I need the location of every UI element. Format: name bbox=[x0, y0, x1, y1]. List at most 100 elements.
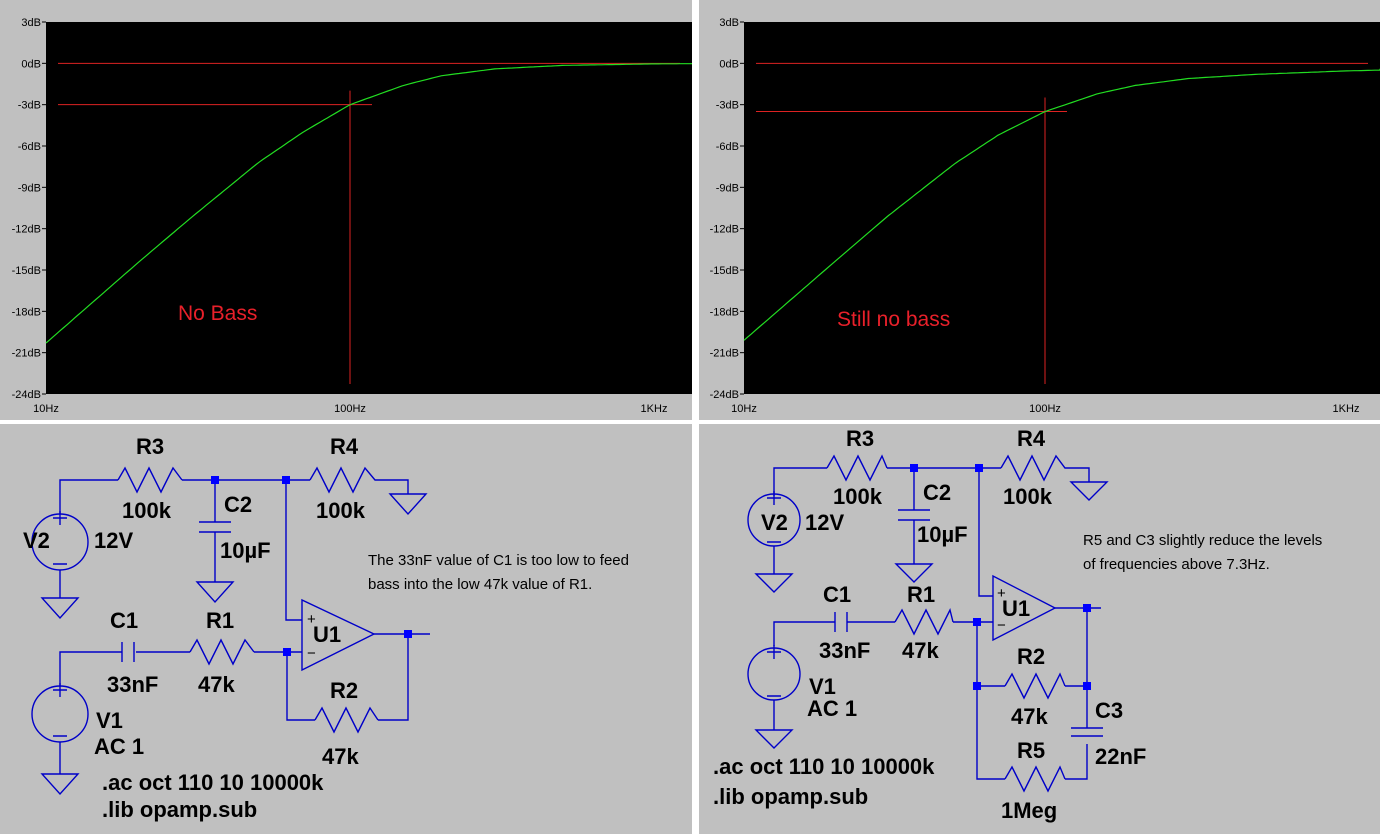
resistor-r1-symbol bbox=[189, 638, 255, 666]
ground-v1 bbox=[754, 729, 794, 749]
note-line-2: bass into the low 47k value of R1. bbox=[368, 576, 592, 593]
opamp-minus-sign: − bbox=[997, 617, 1006, 634]
r2-label: R2 bbox=[1017, 644, 1045, 669]
note-line-1: R5 and C3 slightly reduce the levels bbox=[1083, 532, 1322, 549]
ground-r4 bbox=[1069, 481, 1109, 501]
c1-label: C1 bbox=[110, 608, 138, 633]
r1-value: 47k bbox=[902, 638, 939, 663]
x-tick-label: 1KHz bbox=[1333, 403, 1360, 415]
y-tick-label: -18dB bbox=[12, 306, 41, 318]
bode-plot-right: 3dB 0dB -3dB -6dB -9dB -12dB -15dB -18dB -21dB -2… bbox=[710, 17, 1380, 415]
opamp-plus-sign: + bbox=[997, 585, 1006, 602]
plot-panel-left: 3dB 0dB -3dB -6dB -9dB -12dB -15dB -18dB -21dB -2… bbox=[0, 0, 692, 420]
opamp-plus-sign: + bbox=[307, 611, 316, 628]
plot-panel-right: 3dB 0dB -3dB -6dB -9dB -12dB -15dB -18dB -21dB -2… bbox=[699, 0, 1380, 420]
v2-label: V2 bbox=[761, 510, 788, 535]
y-tick-label: -24dB bbox=[710, 389, 739, 401]
capacitor-c3-symbol bbox=[1071, 727, 1103, 737]
junction bbox=[973, 682, 981, 690]
c2-label: C2 bbox=[923, 480, 951, 505]
y-tick-label: 0dB bbox=[21, 58, 41, 70]
opamp-u1-symbol bbox=[992, 574, 1057, 642]
junction bbox=[404, 630, 412, 638]
r2-value: 47k bbox=[322, 744, 359, 769]
bode-plot-left: 3dB 0dB -3dB -6dB -9dB -12dB -15dB -18dB -21dB -2… bbox=[12, 17, 692, 415]
note-line-2: of frequencies above 7.3Hz. bbox=[1083, 556, 1270, 573]
schematic-canvas: + − R3 100k R4 100k C2 10µF V2 12V C1 33… bbox=[23, 434, 629, 822]
c1-label: C1 bbox=[823, 582, 851, 607]
note-line-1: The 33nF value of C1 is too low to feed bbox=[368, 552, 629, 569]
resistor-r5-symbol bbox=[1004, 765, 1066, 793]
y-tick-label: -6dB bbox=[18, 141, 41, 153]
r1-value: 47k bbox=[198, 672, 235, 697]
r5-label: R5 bbox=[1017, 738, 1045, 763]
c2-value: 10µF bbox=[220, 538, 271, 563]
y-tick-label: -3dB bbox=[716, 100, 739, 112]
r1-label: R1 bbox=[907, 582, 935, 607]
r2-value: 47k bbox=[1011, 704, 1048, 729]
v2-value: 12V bbox=[94, 528, 133, 553]
resistor-r2-symbol bbox=[1004, 672, 1066, 700]
resistor-r4-symbol bbox=[1000, 454, 1090, 482]
u1-label: U1 bbox=[313, 622, 341, 647]
c2-label: C2 bbox=[224, 492, 252, 517]
v2-label: V2 bbox=[23, 528, 50, 553]
spice-directive-ac: .ac oct 110 10 10000k bbox=[713, 754, 935, 779]
resistor-r2-symbol bbox=[314, 706, 379, 734]
v2-value: 12V bbox=[805, 510, 844, 535]
y-tick-label: -12dB bbox=[710, 224, 739, 236]
r3-label: R3 bbox=[136, 434, 164, 459]
junction bbox=[910, 464, 918, 472]
y-tick-label: -21dB bbox=[12, 348, 41, 360]
c3-label: C3 bbox=[1095, 698, 1123, 723]
r1-label: R1 bbox=[206, 608, 234, 633]
resistor-r1-symbol bbox=[894, 607, 954, 636]
y-tick-label: 3dB bbox=[21, 17, 41, 29]
y-tick-label: -21dB bbox=[710, 348, 739, 360]
capacitor-c1-symbol bbox=[121, 642, 135, 662]
v1-label: V1 bbox=[96, 708, 123, 733]
response-trace bbox=[45, 63, 692, 344]
capacitor-c2-symbol bbox=[199, 480, 231, 582]
plot-area bbox=[46, 22, 692, 394]
v1-label: V1 bbox=[809, 674, 836, 699]
response-trace bbox=[743, 68, 1380, 341]
r4-label: R4 bbox=[1017, 426, 1046, 451]
junction bbox=[282, 476, 290, 484]
schematic-left: + − R3 100k R4 100k C2 10µF V2 12V C1 33… bbox=[0, 424, 692, 834]
x-tick-label: 10Hz bbox=[731, 403, 757, 415]
y-tick-label: -12dB bbox=[12, 224, 41, 236]
resistor-r3-symbol bbox=[117, 466, 183, 494]
junction bbox=[1083, 604, 1091, 612]
ground-r4 bbox=[388, 493, 428, 516]
c2-value: 10µF bbox=[917, 522, 968, 547]
r3-label: R3 bbox=[846, 426, 874, 451]
r4-label: R4 bbox=[330, 434, 359, 459]
y-tick-label: 3dB bbox=[719, 17, 739, 29]
ground-c2 bbox=[195, 581, 235, 604]
c1-value: 33nF bbox=[107, 672, 158, 697]
schematic-canvas: + − R3 100k R4 100k C2 10µF V2 12V C1 33… bbox=[713, 426, 1322, 823]
y-tick-label: -9dB bbox=[716, 182, 739, 194]
y-tick-label: -15dB bbox=[710, 265, 739, 277]
resistor-r4-symbol bbox=[309, 466, 409, 494]
r5-value: 1Meg bbox=[1001, 798, 1057, 823]
ground-v2 bbox=[40, 597, 80, 620]
plot-annotation: Still no bass bbox=[837, 308, 950, 331]
junction bbox=[283, 648, 291, 656]
y-tick-label: -15dB bbox=[12, 265, 41, 277]
opamp-u1-symbol bbox=[301, 598, 376, 672]
x-tick-label: 1KHz bbox=[641, 403, 668, 415]
junction bbox=[973, 618, 981, 626]
ground-c2 bbox=[894, 563, 934, 583]
ground-v2 bbox=[754, 573, 794, 593]
y-tick-label: 0dB bbox=[719, 58, 739, 70]
spice-directive-ac: .ac oct 110 10 10000k bbox=[102, 770, 324, 795]
junction bbox=[211, 476, 219, 484]
x-tick-label: 10Hz bbox=[33, 403, 59, 415]
r4-value: 100k bbox=[1003, 484, 1053, 509]
y-tick-label: -18dB bbox=[710, 306, 739, 318]
resistor-r3-symbol bbox=[826, 454, 888, 482]
ground-v1 bbox=[40, 773, 80, 796]
x-tick-label: 100Hz bbox=[1029, 403, 1061, 415]
